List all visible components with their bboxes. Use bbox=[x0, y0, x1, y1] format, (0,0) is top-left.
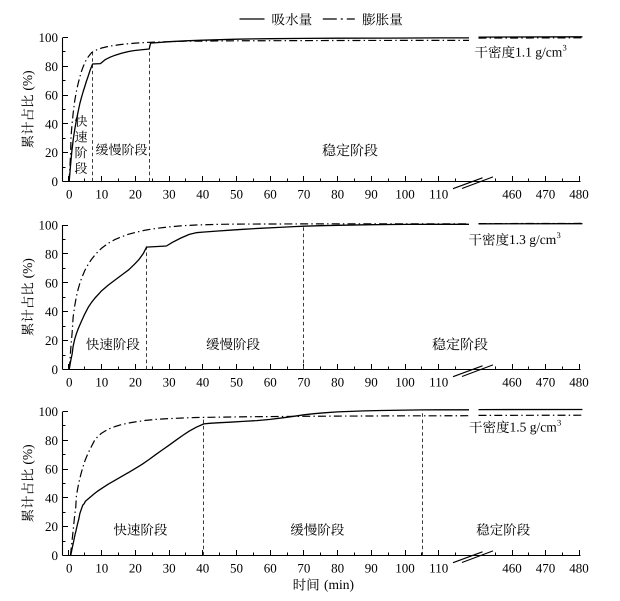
svg-text:80: 80 bbox=[45, 59, 58, 74]
svg-text:10: 10 bbox=[95, 561, 108, 576]
svg-text:0: 0 bbox=[52, 174, 59, 189]
svg-text:(min): (min) bbox=[324, 577, 354, 592]
svg-text:30: 30 bbox=[163, 375, 176, 390]
svg-text:80: 80 bbox=[45, 433, 58, 448]
svg-text:1.3 g/cm: 1.3 g/cm bbox=[509, 232, 557, 247]
svg-text:0: 0 bbox=[66, 187, 73, 202]
svg-text:0: 0 bbox=[66, 375, 73, 390]
svg-text:3: 3 bbox=[557, 230, 561, 240]
svg-text:110: 110 bbox=[429, 375, 448, 390]
svg-text:90: 90 bbox=[365, 375, 378, 390]
svg-text:20: 20 bbox=[129, 561, 142, 576]
svg-text:0: 0 bbox=[66, 561, 73, 576]
svg-text:50: 50 bbox=[230, 375, 243, 390]
svg-text:40: 40 bbox=[196, 561, 209, 576]
svg-text:470: 470 bbox=[536, 561, 556, 576]
svg-text:60: 60 bbox=[264, 561, 277, 576]
svg-text:(%): (%) bbox=[20, 444, 35, 464]
svg-text:90: 90 bbox=[365, 561, 378, 576]
svg-text:0: 0 bbox=[52, 362, 59, 377]
svg-text:100: 100 bbox=[395, 187, 415, 202]
svg-text:480: 480 bbox=[569, 187, 589, 202]
svg-text:40: 40 bbox=[196, 187, 209, 202]
svg-text:70: 70 bbox=[297, 561, 310, 576]
svg-text:80: 80 bbox=[331, 375, 344, 390]
svg-text:60: 60 bbox=[45, 88, 58, 103]
svg-text:50: 50 bbox=[230, 187, 243, 202]
svg-text:(%): (%) bbox=[20, 70, 35, 90]
svg-text:80: 80 bbox=[331, 187, 344, 202]
svg-text:30: 30 bbox=[163, 561, 176, 576]
svg-text:60: 60 bbox=[264, 187, 277, 202]
svg-text:1.5 g/cm: 1.5 g/cm bbox=[510, 420, 558, 435]
svg-text:60: 60 bbox=[45, 275, 58, 290]
svg-text:20: 20 bbox=[45, 145, 58, 160]
svg-text:100: 100 bbox=[39, 404, 59, 419]
svg-text:470: 470 bbox=[536, 187, 556, 202]
svg-text:80: 80 bbox=[331, 561, 344, 576]
svg-text:100: 100 bbox=[39, 218, 59, 233]
svg-text:110: 110 bbox=[429, 187, 448, 202]
svg-text:30: 30 bbox=[163, 187, 176, 202]
svg-text:40: 40 bbox=[45, 304, 58, 319]
svg-text:40: 40 bbox=[45, 116, 58, 131]
svg-text:20: 20 bbox=[129, 375, 142, 390]
svg-text:(%): (%) bbox=[20, 258, 35, 278]
svg-text:70: 70 bbox=[297, 187, 310, 202]
svg-text:60: 60 bbox=[45, 462, 58, 477]
svg-text:60: 60 bbox=[264, 375, 277, 390]
svg-text:20: 20 bbox=[129, 187, 142, 202]
svg-text:10: 10 bbox=[95, 187, 108, 202]
svg-text:10: 10 bbox=[95, 375, 108, 390]
svg-text:100: 100 bbox=[395, 375, 415, 390]
svg-text:40: 40 bbox=[45, 490, 58, 505]
svg-text:100: 100 bbox=[395, 561, 415, 576]
svg-text:480: 480 bbox=[569, 375, 589, 390]
svg-text:110: 110 bbox=[429, 561, 448, 576]
svg-text:480: 480 bbox=[569, 561, 589, 576]
svg-text:460: 460 bbox=[502, 375, 522, 390]
svg-text:100: 100 bbox=[39, 30, 59, 45]
svg-text:40: 40 bbox=[196, 375, 209, 390]
svg-text:70: 70 bbox=[297, 375, 310, 390]
svg-text:460: 460 bbox=[502, 561, 522, 576]
svg-text:470: 470 bbox=[536, 375, 556, 390]
svg-text:80: 80 bbox=[45, 246, 58, 261]
svg-text:3: 3 bbox=[563, 43, 567, 53]
svg-text:90: 90 bbox=[365, 187, 378, 202]
svg-text:1.1 g/cm: 1.1 g/cm bbox=[515, 45, 563, 60]
svg-text:50: 50 bbox=[230, 561, 243, 576]
svg-text:0: 0 bbox=[52, 548, 59, 563]
svg-text:20: 20 bbox=[45, 333, 58, 348]
svg-text:20: 20 bbox=[45, 519, 58, 534]
svg-text:460: 460 bbox=[502, 187, 522, 202]
svg-text:3: 3 bbox=[557, 418, 561, 428]
